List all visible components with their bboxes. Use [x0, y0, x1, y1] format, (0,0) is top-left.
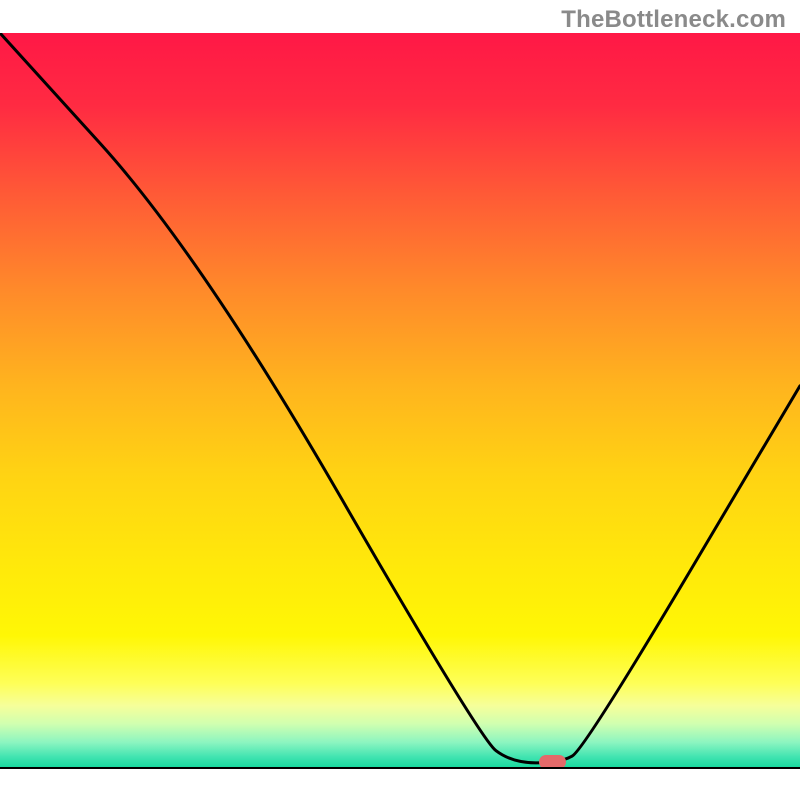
plot-background — [0, 33, 800, 768]
baseline-rule — [0, 767, 800, 770]
figure-canvas: TheBottleneck.com — [0, 0, 800, 800]
watermark-text: TheBottleneck.com — [561, 6, 786, 34]
gradient-fill — [0, 33, 800, 768]
